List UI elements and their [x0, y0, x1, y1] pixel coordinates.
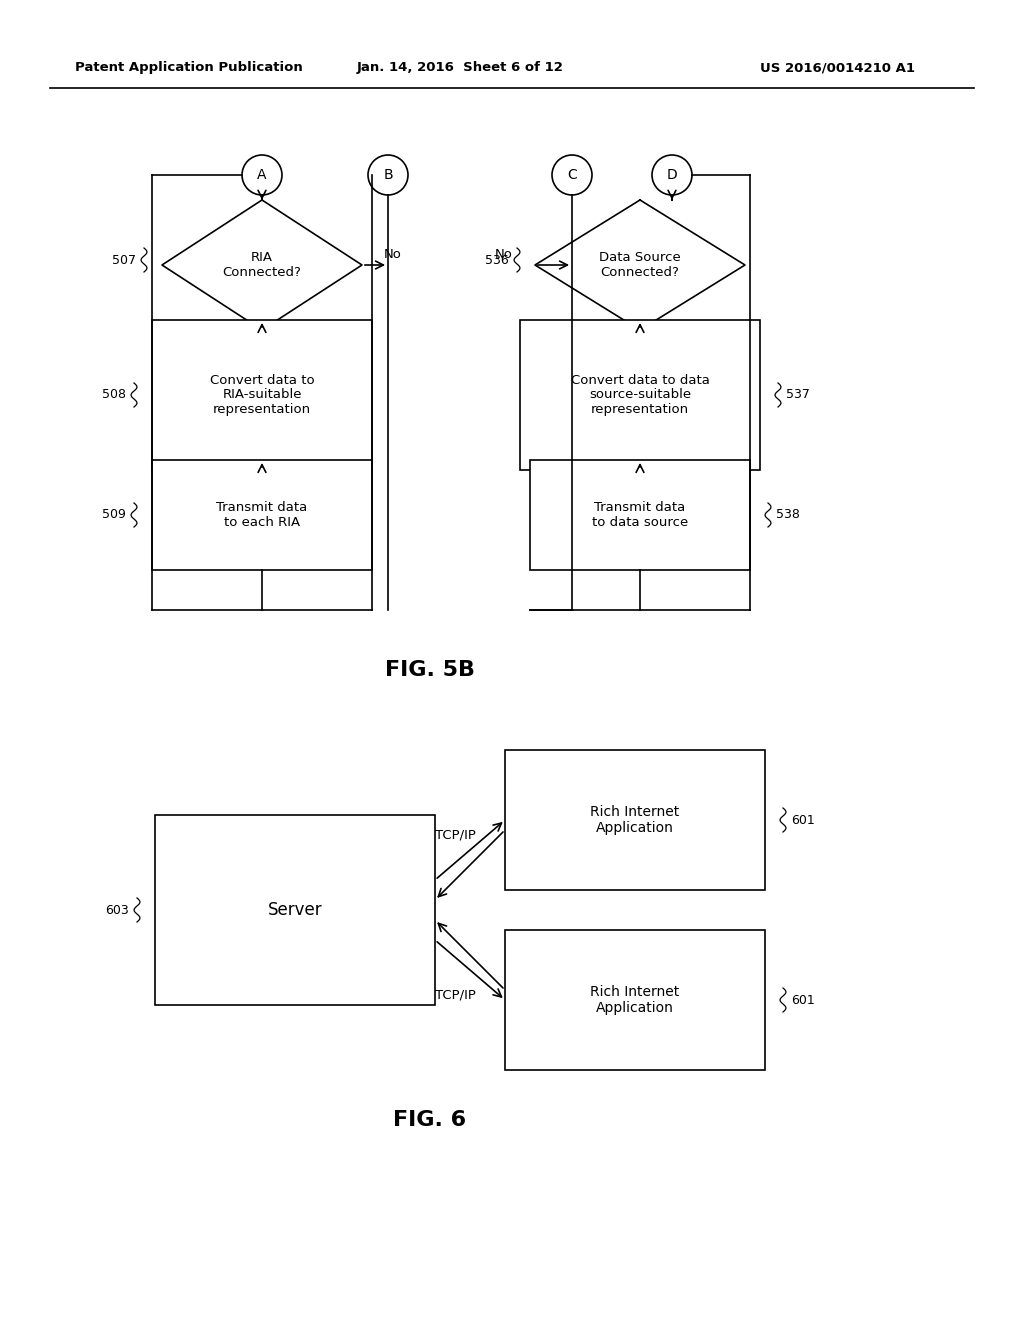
Text: Server: Server — [267, 902, 323, 919]
Bar — [152, 459, 372, 570]
Circle shape — [652, 154, 692, 195]
Text: C: C — [567, 168, 577, 182]
Text: A: A — [257, 168, 266, 182]
Text: RIA
Connected?: RIA Connected? — [222, 251, 301, 279]
Bar — [505, 750, 765, 890]
Bar — [155, 814, 435, 1005]
Text: TCP/IP: TCP/IP — [434, 987, 475, 1001]
Text: B: B — [383, 168, 393, 182]
Polygon shape — [535, 201, 745, 330]
Bar — [520, 319, 760, 470]
Text: Data Source
Connected?: Data Source Connected? — [599, 251, 681, 279]
Text: Transmit data
to each RIA: Transmit data to each RIA — [216, 502, 307, 529]
Bar — [152, 319, 372, 470]
Text: 509: 509 — [102, 508, 126, 521]
Text: 507: 507 — [112, 253, 136, 267]
Polygon shape — [162, 201, 362, 330]
Bar — [505, 931, 765, 1071]
Text: Yes: Yes — [648, 348, 670, 360]
Text: Rich Internet
Application: Rich Internet Application — [591, 985, 680, 1015]
Text: Convert data to
RIA-suitable
representation: Convert data to RIA-suitable representat… — [210, 374, 314, 417]
Text: 601: 601 — [791, 813, 815, 826]
Text: 536: 536 — [485, 253, 509, 267]
Text: Rich Internet
Application: Rich Internet Application — [591, 805, 680, 836]
Text: Jan. 14, 2016  Sheet 6 of 12: Jan. 14, 2016 Sheet 6 of 12 — [356, 62, 563, 74]
Text: 508: 508 — [102, 388, 126, 401]
Text: 537: 537 — [786, 388, 810, 401]
Circle shape — [242, 154, 282, 195]
Text: US 2016/0014210 A1: US 2016/0014210 A1 — [760, 62, 915, 74]
Text: 538: 538 — [776, 508, 800, 521]
Circle shape — [368, 154, 408, 195]
Text: TCP/IP: TCP/IP — [434, 829, 475, 842]
Text: Convert data to data
source-suitable
representation: Convert data to data source-suitable rep… — [570, 374, 710, 417]
Text: FIG. 5B: FIG. 5B — [385, 660, 475, 680]
Circle shape — [552, 154, 592, 195]
Text: FIG. 6: FIG. 6 — [393, 1110, 467, 1130]
Text: Patent Application Publication: Patent Application Publication — [75, 62, 303, 74]
Text: D: D — [667, 168, 677, 182]
Text: 601: 601 — [791, 994, 815, 1006]
Text: No: No — [384, 248, 401, 261]
Text: 603: 603 — [105, 903, 129, 916]
Text: No: No — [496, 248, 513, 261]
Text: Transmit data
to data source: Transmit data to data source — [592, 502, 688, 529]
Bar — [530, 459, 750, 570]
Text: Yes: Yes — [270, 348, 292, 360]
